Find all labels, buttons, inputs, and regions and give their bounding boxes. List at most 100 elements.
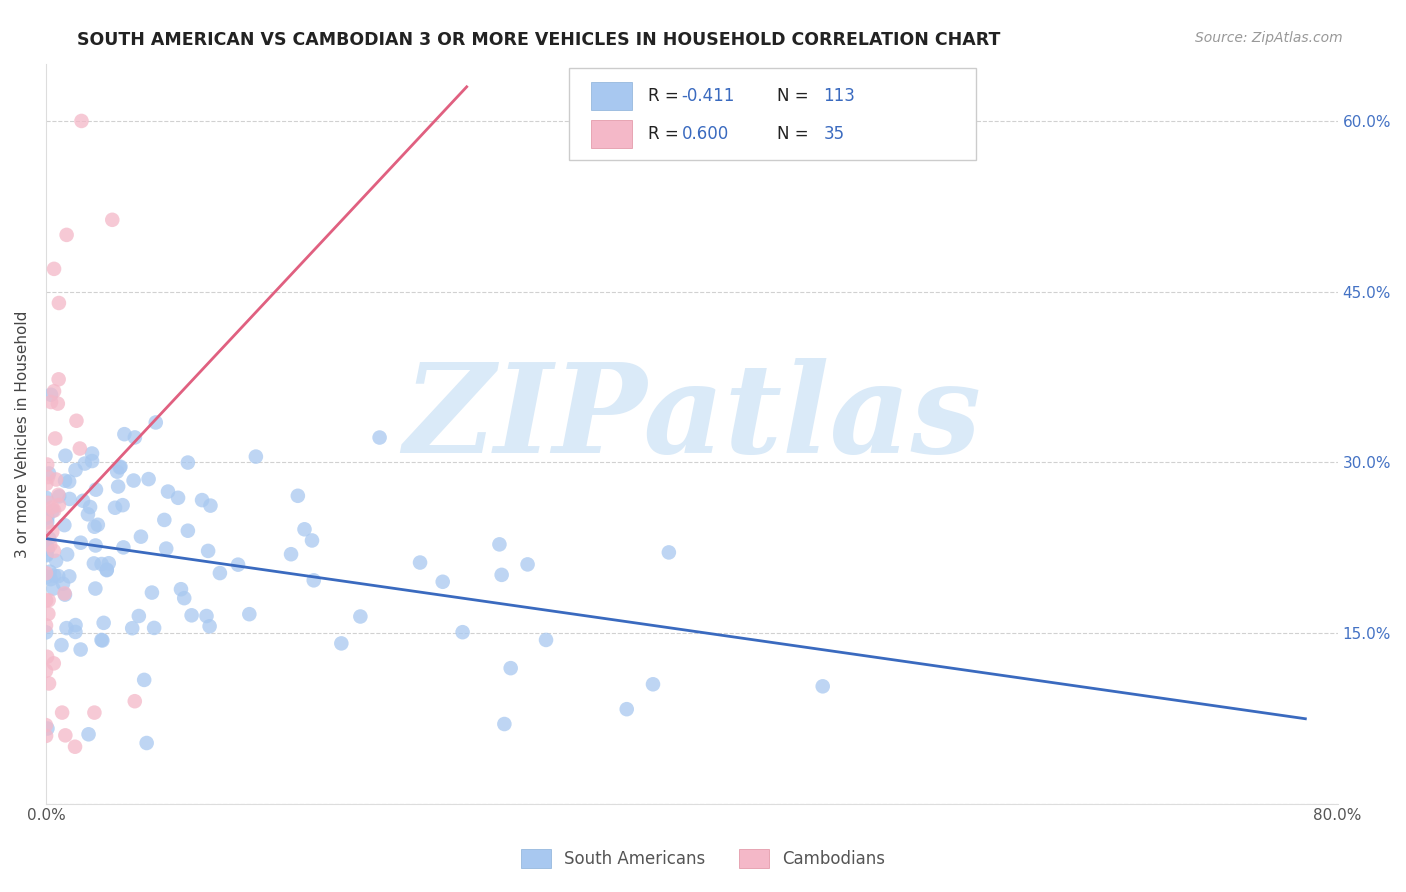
Point xyxy=(38,593,60,607)
Point xyxy=(35,516,58,530)
Point xyxy=(35,729,58,743)
Point xyxy=(177,524,200,538)
Point xyxy=(42,657,65,671)
Point xyxy=(65,414,87,428)
Text: SOUTH AMERICAN VS CAMBODIAN 3 OR MORE VEHICLES IN HOUSEHOLD CORRELATION CHART: SOUTH AMERICAN VS CAMBODIAN 3 OR MORE VE… xyxy=(77,31,1001,49)
Point xyxy=(534,632,557,647)
Point xyxy=(96,563,118,577)
Point xyxy=(494,717,516,731)
Point xyxy=(90,632,112,647)
Point xyxy=(37,458,59,472)
Point xyxy=(330,636,353,650)
Point xyxy=(56,548,79,562)
Point xyxy=(51,638,73,652)
Point xyxy=(191,493,214,508)
Text: R =: R = xyxy=(648,87,683,104)
Point xyxy=(37,542,59,557)
Point xyxy=(42,582,65,596)
Point xyxy=(87,517,110,532)
Point xyxy=(46,396,69,410)
Point xyxy=(48,296,70,310)
Point xyxy=(143,621,166,635)
Point xyxy=(145,416,167,430)
Point xyxy=(226,558,249,572)
Point xyxy=(63,739,86,754)
Point xyxy=(811,679,834,693)
Point xyxy=(80,446,103,460)
Point xyxy=(53,588,76,602)
Point xyxy=(200,499,222,513)
Point xyxy=(77,727,100,741)
Point xyxy=(77,508,100,522)
Point xyxy=(35,570,58,584)
Point xyxy=(79,500,101,514)
Point xyxy=(53,518,76,533)
Point xyxy=(37,470,59,484)
Point xyxy=(72,493,94,508)
Point xyxy=(368,431,391,445)
Point xyxy=(37,722,59,736)
Text: 0.600: 0.600 xyxy=(682,125,728,143)
Point xyxy=(69,442,91,456)
Point xyxy=(97,556,120,570)
Point xyxy=(65,624,87,639)
Point xyxy=(138,472,160,486)
Point xyxy=(107,479,129,493)
Point xyxy=(122,474,145,488)
Point xyxy=(84,582,107,596)
Point xyxy=(39,538,62,552)
Point xyxy=(35,664,58,678)
Point xyxy=(73,457,96,471)
Point xyxy=(84,483,107,497)
Point xyxy=(45,473,67,487)
Point xyxy=(491,567,513,582)
Point xyxy=(38,676,60,690)
Point xyxy=(55,227,77,242)
Point xyxy=(112,541,135,555)
Text: 35: 35 xyxy=(824,125,845,143)
Point xyxy=(48,488,70,502)
Point xyxy=(37,515,59,529)
Point xyxy=(155,541,177,556)
Point xyxy=(302,574,325,588)
Point xyxy=(294,522,316,536)
Point xyxy=(124,694,146,708)
Point xyxy=(45,554,67,568)
Point xyxy=(208,566,231,580)
Point xyxy=(198,619,221,633)
Point xyxy=(39,572,62,586)
Point xyxy=(35,491,58,505)
Point xyxy=(37,510,59,524)
Point xyxy=(35,566,58,581)
Point xyxy=(69,642,91,657)
Point xyxy=(41,500,63,515)
Point xyxy=(197,544,219,558)
Point xyxy=(141,585,163,599)
Point xyxy=(105,465,128,479)
Point xyxy=(195,609,218,624)
Point xyxy=(35,508,58,522)
Point xyxy=(35,539,58,553)
Point xyxy=(48,498,70,512)
Point xyxy=(167,491,190,505)
Point xyxy=(301,533,323,548)
Text: ZIPatlas: ZIPatlas xyxy=(402,359,981,480)
Point xyxy=(35,625,58,640)
Point xyxy=(55,449,77,463)
FancyBboxPatch shape xyxy=(591,120,633,148)
Point xyxy=(65,463,87,477)
Text: Source: ZipAtlas.com: Source: ZipAtlas.com xyxy=(1195,31,1343,45)
Point xyxy=(83,520,105,534)
Point xyxy=(37,649,59,664)
Point xyxy=(245,450,267,464)
Point xyxy=(91,633,114,648)
Point xyxy=(180,608,202,623)
Point xyxy=(39,388,62,402)
Point xyxy=(52,576,75,591)
Point xyxy=(84,539,107,553)
Point xyxy=(53,474,76,488)
Point xyxy=(42,384,65,399)
Point xyxy=(156,484,179,499)
Point xyxy=(488,537,510,551)
Point xyxy=(128,609,150,624)
